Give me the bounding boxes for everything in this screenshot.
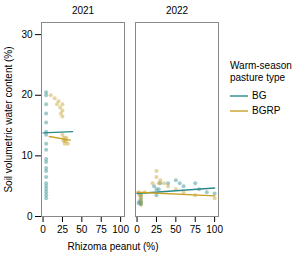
svg-text:20: 20: [21, 89, 33, 100]
svg-text:Soil volumetric water content: Soil volumetric water content (%): [3, 46, 14, 192]
svg-text:0: 0: [134, 224, 140, 235]
svg-text:50: 50: [76, 224, 88, 235]
svg-text:75: 75: [190, 224, 202, 235]
svg-text:100: 100: [112, 224, 129, 235]
svg-text:25: 25: [151, 224, 163, 235]
html-text:BGRP: BGRP: [252, 105, 281, 116]
svg-text:75: 75: [96, 224, 108, 235]
html-text:Warm-season pasture type: Warm-season pasture type: [230, 60, 292, 83]
svg-text:0: 0: [27, 211, 33, 222]
svg-text:25: 25: [57, 224, 69, 235]
svg-text:50: 50: [170, 224, 182, 235]
html-text:BG: BG: [252, 90, 267, 101]
svg-text:30: 30: [21, 29, 33, 40]
svg-text:10: 10: [21, 150, 33, 161]
svg-text:0: 0: [40, 224, 46, 235]
html-text:Rhizoma peanut (%): Rhizoma peanut (%): [67, 241, 159, 252]
svg-text:2021: 2021: [72, 5, 95, 16]
svg-text:2022: 2022: [166, 5, 189, 16]
svg-text:100: 100: [206, 224, 223, 235]
